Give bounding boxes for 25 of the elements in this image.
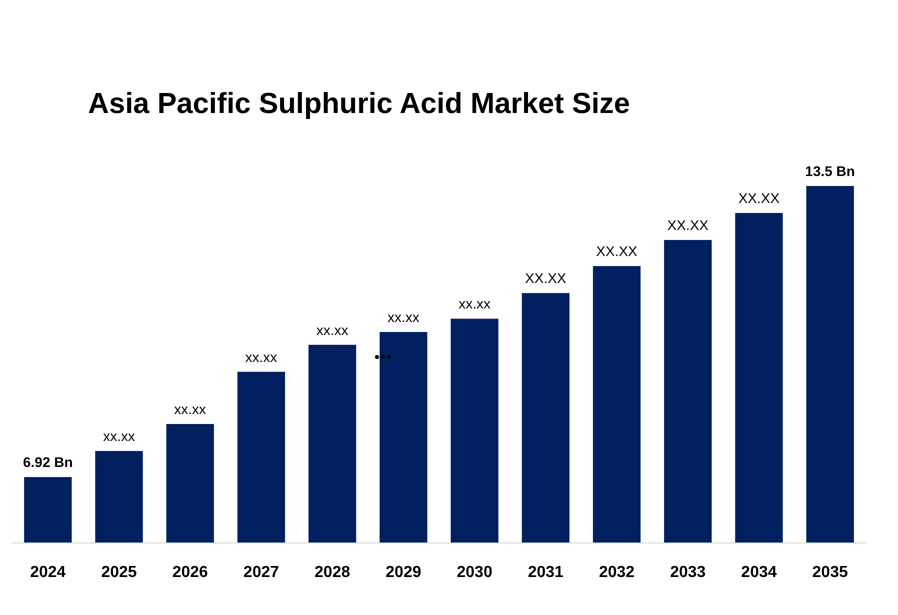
x-tick-label: 2024 <box>30 564 66 581</box>
data-label: xx.xx <box>245 348 278 365</box>
x-tick-label: 2030 <box>456 564 492 581</box>
x-tick-label: 2033 <box>670 564 706 581</box>
x-tick-label: 2035 <box>812 564 848 581</box>
data-label: xx.xx <box>174 401 206 417</box>
data-label: xx.xx <box>458 296 490 312</box>
data-label: 13.5 Bn <box>805 163 855 179</box>
data-label: xx.xx <box>388 308 420 325</box>
x-tick-label: 2029 <box>386 564 422 581</box>
data-label: XX.XX <box>525 270 567 286</box>
x-tick-label: 2034 <box>741 564 777 581</box>
x-tick-label: 2025 <box>101 564 137 581</box>
data-label: XX.XX <box>738 190 780 206</box>
x-tick-label: 2028 <box>314 564 350 581</box>
data-label: XX.XX <box>596 243 638 260</box>
data-label: 6.92 Bn <box>23 454 73 470</box>
x-tick-label: 2031 <box>528 564 564 581</box>
x-tick-label: 2027 <box>243 564 280 581</box>
data-label: xx.xx <box>103 428 135 444</box>
x-tick-label: 2026 <box>172 564 208 581</box>
data-label: xx.xx <box>316 322 348 338</box>
chart-title: Asia Pacific Sulphuric Acid Market Size <box>88 88 630 120</box>
x-tick-label: 2032 <box>598 564 635 581</box>
data-label: XX.XX <box>667 216 710 233</box>
